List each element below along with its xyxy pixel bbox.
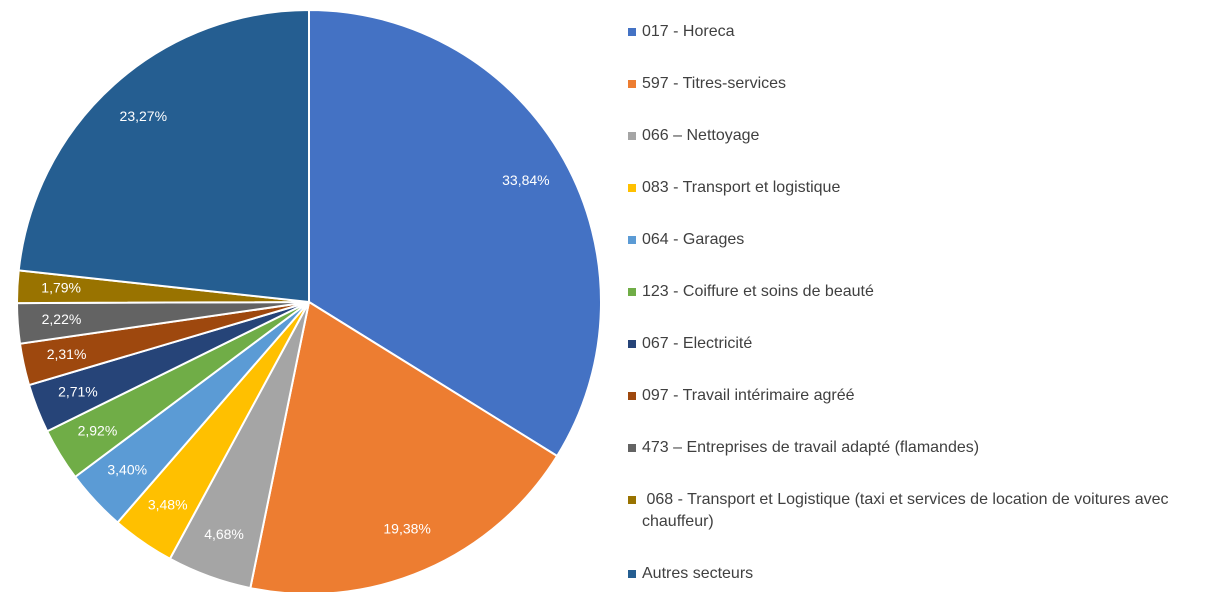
legend-item: 597 - Titres-services bbox=[628, 73, 1218, 95]
data-label: 2,31% bbox=[47, 346, 87, 362]
legend-swatch bbox=[628, 496, 636, 504]
legend-label: 473 – Entreprises de travail adapté (fla… bbox=[642, 439, 980, 456]
legend-swatch bbox=[628, 444, 636, 452]
legend-label: 123 - Coiffure et soins de beauté bbox=[642, 283, 874, 300]
legend-item: 097 - Travail intérimaire agréé bbox=[628, 385, 1218, 407]
legend-item: Autres secteurs bbox=[628, 563, 1218, 585]
data-label: 23,27% bbox=[120, 108, 167, 124]
legend: 017 - Horeca 597 - Titres-services 066 – N… bbox=[628, 21, 1218, 592]
legend-swatch bbox=[628, 28, 636, 36]
legend-item: 473 – Entreprises de travail adapté (fla… bbox=[628, 437, 1218, 459]
legend-swatch bbox=[628, 132, 636, 140]
data-label: 19,38% bbox=[383, 521, 430, 537]
legend-swatch bbox=[628, 236, 636, 244]
legend-label: 064 - Garages bbox=[642, 231, 745, 248]
legend-swatch bbox=[628, 570, 636, 578]
legend-item: 068 - Transport et Logistique (taxi et s… bbox=[628, 489, 1218, 533]
legend-item: 017 - Horeca bbox=[628, 21, 1218, 43]
data-label: 4,68% bbox=[204, 526, 244, 542]
legend-label: 083 - Transport et logistique bbox=[642, 179, 841, 196]
legend-item: 083 - Transport et logistique bbox=[628, 177, 1218, 199]
pie: 33,84% 19,38% 4,68% 3,48% 3,40% 2,92% 2,71% 2,3… bbox=[15, 8, 602, 592]
data-label: 1,79% bbox=[41, 280, 81, 296]
slice bbox=[17, 8, 310, 304]
data-label: 2,92% bbox=[78, 423, 118, 439]
legend-label: Autres secteurs bbox=[642, 565, 754, 582]
legend-item: 067 - Electricité bbox=[628, 333, 1218, 355]
legend-item: 066 – Nettoyage bbox=[628, 125, 1218, 147]
legend-swatch bbox=[628, 80, 636, 88]
data-label: 33,84% bbox=[502, 172, 549, 188]
legend-swatch bbox=[628, 340, 636, 348]
legend-label: 067 - Electricité bbox=[642, 335, 753, 352]
legend-label: 066 – Nettoyage bbox=[642, 127, 760, 144]
slice bbox=[308, 8, 602, 458]
legend-label: 097 - Travail intérimaire agréé bbox=[642, 387, 855, 404]
legend-label: 017 - Horeca bbox=[642, 23, 735, 40]
legend-swatch bbox=[628, 392, 636, 400]
legend-label: 068 - Transport et Logistique (taxi et s… bbox=[642, 491, 1173, 530]
data-label: 2,71% bbox=[58, 383, 98, 399]
legend-item: 123 - Coiffure et soins de beauté bbox=[628, 281, 1218, 303]
data-label: 3,48% bbox=[148, 497, 188, 513]
legend-label: 597 - Titres-services bbox=[642, 75, 787, 92]
legend-item: 064 - Garages bbox=[628, 229, 1218, 251]
legend-swatch bbox=[628, 184, 636, 192]
slice bbox=[249, 300, 559, 592]
legend-swatch bbox=[628, 288, 636, 296]
data-label: 2,22% bbox=[42, 311, 82, 327]
data-label: 3,40% bbox=[107, 462, 147, 478]
